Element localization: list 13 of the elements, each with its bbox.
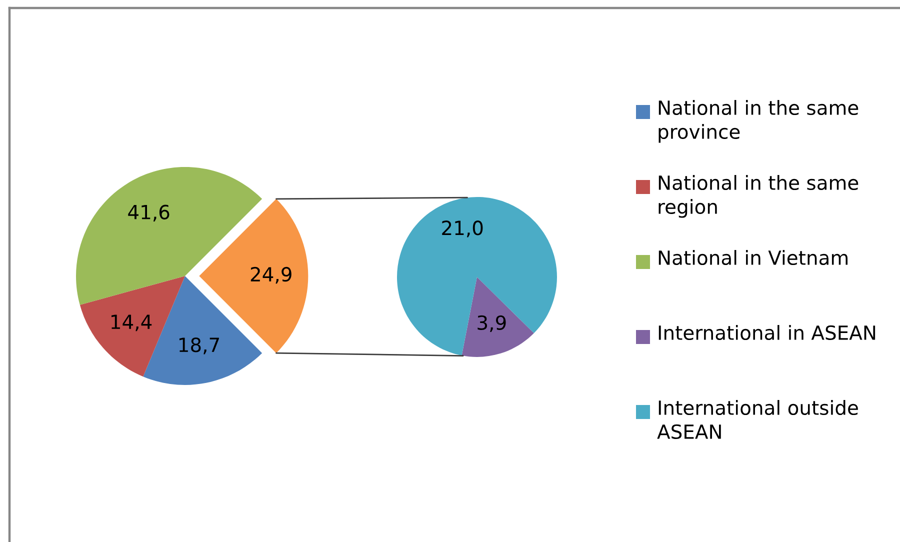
legend-label: National in the same region	[658, 175, 858, 218]
data-label: 3,9	[478, 315, 506, 332]
legend-label: International outside ASEAN	[657, 400, 858, 440]
data-label: 41,6	[128, 204, 170, 222]
legend-label: International in ASEAN	[658, 325, 876, 340]
data-label: 14,4	[112, 314, 152, 332]
data-label: 18,7	[179, 338, 219, 354]
data-label: 24,9	[250, 266, 292, 284]
legend-label: National in the same province	[658, 100, 858, 143]
data-label: 21,0	[442, 220, 483, 238]
pie-slice	[397, 197, 557, 356]
pie-slice	[462, 277, 534, 357]
legend-label: National in Vietnam	[658, 250, 848, 266]
